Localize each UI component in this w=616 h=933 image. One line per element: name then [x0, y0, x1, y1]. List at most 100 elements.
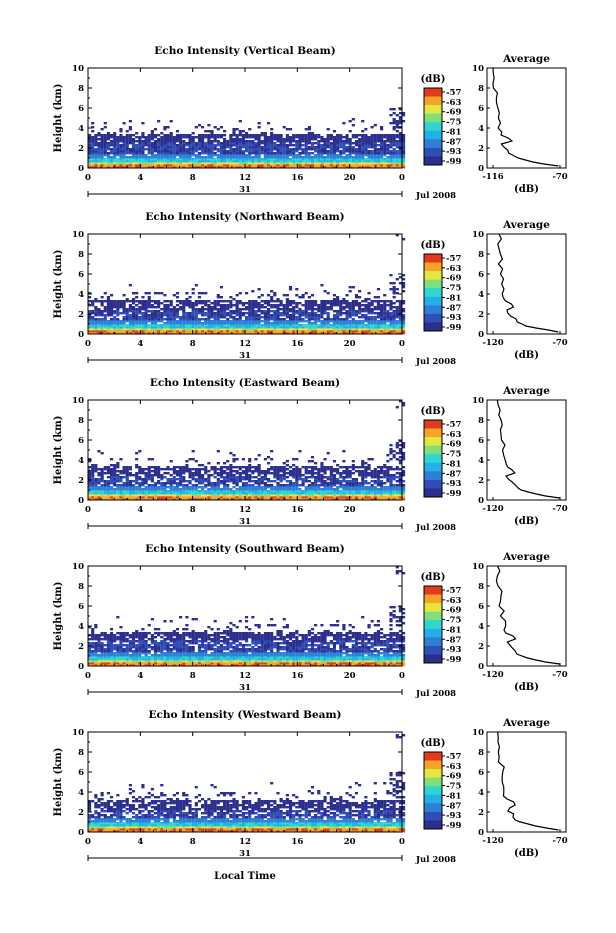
- heatmap-cell: [254, 458, 257, 460]
- heatmap-cell: [320, 320, 323, 322]
- heatmap-cell: [236, 134, 239, 136]
- x-tick-label: 20: [344, 339, 356, 349]
- x-tick-label: 16: [291, 173, 303, 183]
- heatmap-cell: [386, 310, 389, 312]
- heatmap-cell: [261, 158, 264, 160]
- heatmap-cell: [204, 318, 207, 320]
- heatmap-cell: [273, 152, 276, 154]
- heatmap-cell: [396, 150, 399, 152]
- heatmap-cell: [101, 134, 104, 136]
- heatmap-cell: [377, 466, 380, 468]
- heatmap-cell: [286, 128, 289, 130]
- y-axis-label: Height (km): [53, 84, 64, 153]
- heatmap-cell: [393, 454, 396, 456]
- heatmap-cell: [188, 480, 191, 482]
- heatmap-cell: [396, 130, 399, 132]
- month-label: Jul 2008: [415, 357, 456, 367]
- heatmap-cell: [358, 316, 361, 318]
- heatmap-cell: [126, 466, 129, 468]
- heatmap-cell: [270, 466, 273, 468]
- heatmap-cell: [97, 472, 100, 474]
- heatmap-cell: [317, 314, 320, 316]
- heatmap-cell: [135, 458, 138, 460]
- heatmap-cell: [210, 140, 213, 142]
- heatmap-cell: [258, 288, 261, 290]
- heatmap-cell: [245, 154, 248, 156]
- heatmap-cell: [192, 450, 195, 452]
- colorbar-tick-label: -63: [446, 264, 461, 274]
- y-tick-label: 6: [78, 104, 84, 114]
- heatmap-cell: [248, 128, 251, 130]
- heatmap-cell: [141, 312, 144, 314]
- panel-1: Echo Intensity (Vertical Beam)0246810Hei…: [53, 45, 568, 201]
- heatmap-cell: [289, 308, 292, 310]
- heatmap-cell: [302, 310, 305, 312]
- heatmap-cell: [349, 290, 352, 292]
- heatmap-cell: [261, 316, 264, 318]
- heatmap-cell: [119, 470, 122, 472]
- heatmap-cell: [113, 488, 116, 490]
- heatmap-cell: [145, 136, 148, 138]
- heatmap-cell: [311, 300, 314, 302]
- heatmap-cell: [320, 300, 323, 302]
- heatmap-cell: [374, 306, 377, 308]
- heatmap-cell: [336, 478, 339, 480]
- heatmap-cell: [232, 310, 235, 312]
- heatmap-cell: [173, 306, 176, 308]
- heatmap-cell: [314, 312, 317, 314]
- heatmap-cell: [138, 450, 141, 452]
- heatmap-cell: [261, 470, 264, 472]
- heatmap-cell: [352, 124, 355, 126]
- heatmap-cell: [123, 482, 126, 484]
- day-label: 31: [239, 185, 251, 195]
- heatmap-cell: [232, 148, 235, 150]
- heatmap-cell: [324, 318, 327, 320]
- heatmap-cell: [349, 480, 352, 482]
- heatmap-cell: [245, 482, 248, 484]
- heatmap-cell: [119, 476, 122, 478]
- heatmap-cell: [345, 480, 348, 482]
- heatmap-cell: [188, 458, 191, 460]
- heatmap-cell: [311, 294, 314, 296]
- heatmap-cell: [254, 480, 257, 482]
- heatmap-cell: [258, 296, 261, 298]
- heatmap-cell: [352, 146, 355, 148]
- heatmap-cell: [135, 486, 138, 488]
- heatmap-cell: [110, 468, 113, 470]
- panel-title: Echo Intensity (Eastward Beam): [150, 377, 340, 389]
- heatmap-cell: [396, 452, 399, 454]
- heatmap-cell: [264, 306, 267, 308]
- heatmap-cell: [239, 120, 242, 122]
- heatmap-cell: [94, 298, 97, 300]
- heatmap-cell: [317, 304, 320, 306]
- heatmap-cell: [242, 312, 245, 314]
- heatmap-cell: [358, 290, 361, 292]
- heatmap-cell: [355, 310, 358, 312]
- heatmap-cell: [97, 478, 100, 480]
- heatmap-cell: [371, 134, 374, 136]
- heatmap-cell: [129, 284, 132, 286]
- heatmap-cell: [295, 134, 298, 136]
- heatmap-cell: [104, 466, 107, 468]
- heatmap-cell: [116, 136, 119, 138]
- heatmap-cell: [163, 294, 166, 296]
- heatmap-cell: [204, 308, 207, 310]
- heatmap-cell: [145, 154, 148, 156]
- heatmap-cell: [377, 288, 380, 290]
- heatmap-cell: [396, 320, 399, 322]
- heatmap-cell: [107, 152, 110, 154]
- heatmap-cell: [355, 478, 358, 480]
- heatmap-cell: [311, 132, 314, 134]
- heatmap-cell: [311, 142, 314, 144]
- heatmap-cell: [217, 154, 220, 156]
- heatmap-cell: [207, 462, 210, 464]
- colorbar-swatch: [424, 288, 442, 297]
- heatmap-cell: [393, 310, 396, 312]
- heatmap-cell: [239, 308, 242, 310]
- heatmap-cell: [242, 320, 245, 322]
- heatmap-cell: [393, 118, 396, 120]
- heatmap-cell: [289, 466, 292, 468]
- heatmap-cell: [292, 468, 295, 470]
- heatmap-cell: [135, 300, 138, 302]
- heatmap-cell: [396, 472, 399, 474]
